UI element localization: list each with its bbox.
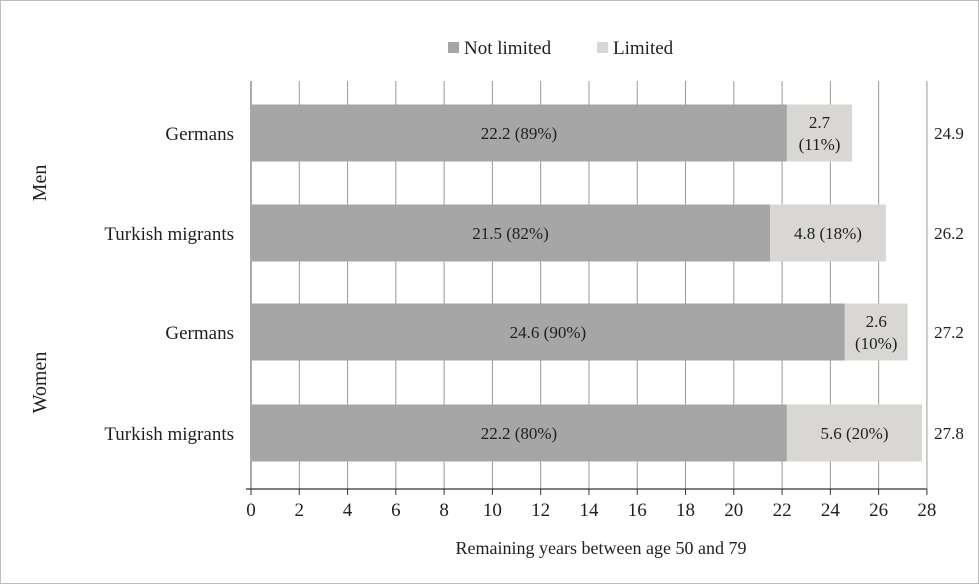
- x-tick-label: 6: [391, 500, 401, 521]
- legend-label: Not limited: [464, 38, 552, 59]
- total-label: 27.8: [934, 424, 964, 443]
- total-label: 27.2: [934, 323, 964, 342]
- x-tick-label: 14: [579, 500, 599, 521]
- data-label: (11%): [799, 135, 841, 154]
- bar-not-limited: [251, 404, 787, 462]
- data-label: 24.6 (90%): [510, 323, 586, 342]
- category-label: Turkish migrants: [104, 424, 234, 445]
- x-tick-label: 0: [246, 500, 256, 521]
- group-label: Men: [29, 165, 51, 202]
- legend-swatch: [448, 42, 459, 53]
- x-tick-label: 2: [295, 500, 305, 521]
- x-axis-title: Remaining years between age 50 and 79: [456, 538, 747, 558]
- x-tick-label: 18: [676, 500, 695, 521]
- bar-not-limited: [251, 303, 845, 361]
- category-labels: Germans Turkish migrants Germans Turkish mi…: [29, 124, 234, 445]
- bars: 22.2 (89%) 2.7 (11%) 21.5 (82%) 4.8 (18%) 24.…: [251, 104, 923, 462]
- x-tick-label: 4: [343, 500, 353, 521]
- x-tick-label: 16: [628, 500, 647, 521]
- total-label: 24.9: [934, 124, 964, 143]
- x-tick-label: 20: [724, 500, 743, 521]
- data-label: 2.6: [866, 312, 887, 331]
- x-tick-label: 10: [483, 500, 502, 521]
- x-tick-label: 8: [439, 500, 449, 521]
- x-axis: 0 2 4 6 8 10 12 14 16 18 20 22 24 26 28: [246, 488, 936, 521]
- category-label: Germans: [165, 323, 234, 344]
- total-label: 26.2: [934, 224, 964, 243]
- category-label: Turkish migrants: [104, 224, 234, 245]
- x-tick-label: 22: [773, 500, 792, 521]
- legend-swatch: [597, 42, 608, 53]
- data-label: 21.5 (82%): [472, 224, 548, 243]
- bar-limited: [786, 104, 853, 162]
- bar-limited: [770, 204, 886, 262]
- bar-limited: [786, 404, 923, 462]
- category-label: Germans: [165, 124, 234, 145]
- data-label: 2.7: [809, 113, 831, 132]
- x-tick-label: 28: [917, 500, 936, 521]
- data-label: 22.2 (89%): [481, 124, 557, 143]
- x-tick-label: 24: [821, 500, 841, 521]
- bar-limited: [844, 303, 908, 361]
- data-label: 5.6 (20%): [821, 424, 889, 443]
- legend-label: Limited: [613, 38, 674, 59]
- legend: Not limited Limited: [448, 38, 674, 59]
- total-labels: 24.9 26.2 27.2 27.8: [934, 124, 964, 443]
- data-label: (10%): [855, 334, 897, 353]
- bar-not-limited: [251, 204, 771, 262]
- data-label: 4.8 (18%): [794, 224, 862, 243]
- x-tick-label: 26: [869, 500, 888, 521]
- data-label: 22.2 (80%): [481, 424, 557, 443]
- x-tick-label: 12: [531, 500, 550, 521]
- bar-not-limited: [251, 104, 787, 162]
- group-label: Women: [29, 352, 51, 414]
